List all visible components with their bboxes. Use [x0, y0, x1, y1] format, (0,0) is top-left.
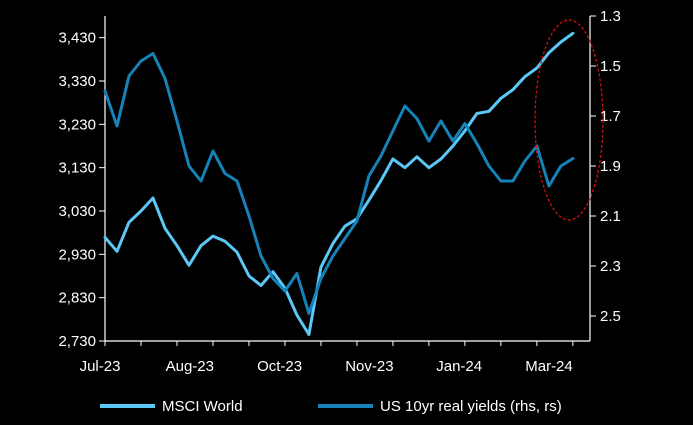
chart-series-lines — [103, 31, 575, 336]
y-right-tick-label: 2.3 — [600, 258, 621, 275]
legend-label: US 10yr real yields (rhs, rs) — [380, 398, 562, 415]
y-left-tick-label: 3,030 — [58, 203, 96, 220]
us-real-yields-line — [103, 52, 575, 315]
x-tick-label: Oct-23 — [257, 358, 302, 375]
y-right-tick-label: 1.5 — [600, 58, 621, 75]
x-tick-label: Jan-24 — [436, 358, 482, 375]
y-left-tick-label: 3,130 — [58, 160, 96, 177]
highlight-ellipse — [534, 19, 604, 221]
x-tick-label: Nov-23 — [345, 358, 393, 375]
legend-label: MSCI World — [162, 398, 243, 415]
y-left-tick-label: 2,830 — [58, 290, 96, 307]
y-left-tick-label: 2,730 — [58, 333, 96, 350]
x-tick-label: Jul-23 — [80, 358, 121, 375]
y-right-tick-label: 1.9 — [600, 158, 621, 175]
x-tick-label: Mar-24 — [525, 358, 573, 375]
y-left-tick-label: 3,230 — [58, 116, 96, 133]
y-right-tick-label: 2.5 — [600, 308, 621, 325]
chart-legend: MSCI World US 10yr real yields (rhs, rs) — [100, 398, 562, 415]
y-right-tick-label: 1.7 — [600, 108, 621, 125]
y-right-tick-label: 2.1 — [600, 208, 621, 225]
y-left-tick-label: 3,430 — [58, 30, 96, 47]
y-right-tick-label: 1.3 — [600, 8, 621, 25]
y-left-tick-label: 3,330 — [58, 73, 96, 90]
y-left-tick-label: 2,930 — [58, 246, 96, 263]
msci-world-line — [103, 31, 575, 336]
chart-axes: 3,430 3,330 3,230 3,130 3,030 2,930 2,830 2,730… — [58, 8, 620, 375]
x-tick-label: Aug-23 — [166, 358, 214, 375]
